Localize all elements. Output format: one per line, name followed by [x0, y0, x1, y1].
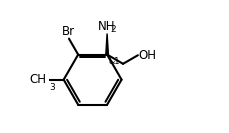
Text: Br: Br	[61, 25, 74, 38]
Text: NH: NH	[98, 20, 115, 33]
Text: &1: &1	[108, 57, 119, 66]
Polygon shape	[105, 34, 108, 55]
Text: 2: 2	[110, 25, 115, 34]
Text: CH: CH	[29, 73, 46, 86]
Text: OH: OH	[138, 49, 156, 62]
Text: 3: 3	[49, 83, 55, 92]
